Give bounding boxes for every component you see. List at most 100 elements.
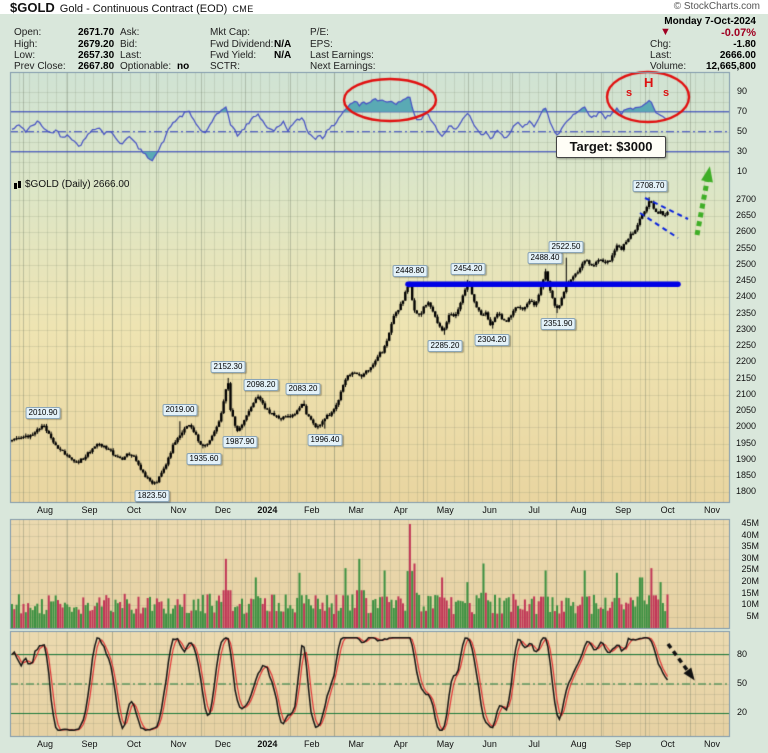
price-axis-tick: 1950 xyxy=(736,437,757,448)
volume-axis-tick: 15M xyxy=(741,587,759,598)
month-label: Oct xyxy=(660,505,675,515)
price-axis-tick: 2350 xyxy=(736,307,757,318)
month-label: Mar xyxy=(348,739,365,749)
stat-value: 2666.00 xyxy=(719,50,756,61)
volume-axis-tick: 30M xyxy=(741,552,759,563)
price-axis-tick: 1900 xyxy=(736,453,757,464)
stat-label: Chg: xyxy=(650,39,672,50)
month-label: May xyxy=(436,505,454,515)
quote-field-label: Last Earnings: xyxy=(310,50,374,61)
month-label: Oct xyxy=(126,739,141,749)
price-axis-tick: 2650 xyxy=(736,210,757,221)
month-label: Jun xyxy=(482,739,497,749)
price-panel-title: $GOLD (Daily) 2666.00 xyxy=(13,179,130,190)
quote-field-value: 2657.30 xyxy=(78,50,115,61)
quote-field-label: Next Earnings: xyxy=(310,61,376,72)
month-label: Nov xyxy=(704,739,721,749)
month-label: Nov xyxy=(704,505,721,515)
price-callout: 1987.90 xyxy=(222,436,258,449)
month-label: Sep xyxy=(81,739,98,749)
price-callout: 1935.60 xyxy=(186,453,222,466)
volume-axis-tick: 20M xyxy=(741,576,759,587)
price-axis-tick: 2150 xyxy=(736,372,757,383)
quote-field-label: Ask: xyxy=(120,27,140,38)
volume-axis-tick: 5M xyxy=(746,610,759,621)
rsi-axis-tick: 10 xyxy=(737,165,748,176)
month-label: Nov xyxy=(170,505,187,515)
quote-field-label: P/E: xyxy=(310,27,329,38)
target-annotation: Target: $3000 xyxy=(556,136,666,158)
price-axis-tick: 2250 xyxy=(736,340,757,351)
month-label: Sep xyxy=(81,505,98,515)
rsi-axis-tick: 30 xyxy=(737,145,748,156)
stat-label: Volume: xyxy=(650,61,687,72)
month-label: Dec xyxy=(214,739,231,749)
quote-field-label: Last: xyxy=(120,50,142,61)
stoch-axis-tick: 80 xyxy=(737,648,748,659)
left-shoulder-label: s xyxy=(626,87,633,99)
month-label: May xyxy=(436,739,454,749)
price-callout: 1996.40 xyxy=(307,433,343,446)
quote-field-value: N/A xyxy=(274,39,292,50)
month-label: Apr xyxy=(393,739,408,749)
rsi-axis-tick: 50 xyxy=(737,125,748,136)
price-callout: 2152.30 xyxy=(210,360,246,373)
stoch-axis-tick: 20 xyxy=(737,707,748,718)
stat-value: 12,665,800 xyxy=(705,61,756,72)
quote-field-label: Prev Close: xyxy=(14,61,66,72)
volume-axis-tick: 10M xyxy=(741,599,759,610)
price-callout: 2285.20 xyxy=(427,339,463,352)
month-label: Aug xyxy=(570,739,587,749)
right-shoulder-label: s xyxy=(663,87,670,99)
price-axis-tick: 2200 xyxy=(736,356,757,367)
price-panel-title-text: $GOLD (Daily) 2666.00 xyxy=(25,179,130,190)
price-callout: 2019.00 xyxy=(162,404,198,417)
candlestick-icon xyxy=(14,180,21,189)
quote-field-label: High: xyxy=(14,39,38,50)
price-axis-tick: 2100 xyxy=(736,388,757,399)
month-label: Jul xyxy=(528,505,540,515)
month-label: Dec xyxy=(214,505,231,515)
price-axis-tick: 2550 xyxy=(736,242,757,253)
price-axis-tick: 2300 xyxy=(736,323,757,334)
rsi-axis-tick: 70 xyxy=(737,105,748,116)
quote-field-value: 2671.70 xyxy=(78,27,115,38)
volume-axis-tick: 40M xyxy=(741,529,759,540)
quote-field-label: Bid: xyxy=(120,39,138,50)
price-callout: 2448.80 xyxy=(392,264,428,277)
price-callout: 2010.90 xyxy=(25,406,61,419)
price-axis-tick: 2000 xyxy=(736,421,757,432)
price-callout: 2454.20 xyxy=(450,262,486,275)
price-callout: 2522.50 xyxy=(548,240,584,253)
price-axis-tick: 2050 xyxy=(736,405,757,416)
stat-label: Last: xyxy=(650,50,672,61)
price-axis-tick: 2450 xyxy=(736,275,757,286)
quote-field-label: Fwd Dividend: xyxy=(210,39,274,50)
volume-axis-tick: 45M xyxy=(741,517,759,528)
volume-axis-tick: 35M xyxy=(741,541,759,552)
rsi-axis-tick: 90 xyxy=(737,85,748,96)
month-label: 2024 xyxy=(257,505,278,515)
price-callout: 2083.20 xyxy=(285,383,321,396)
price-callout: 2351.90 xyxy=(540,318,576,331)
month-label: 2024 xyxy=(257,739,278,749)
quote-field-label: Fwd Yield: xyxy=(210,50,257,61)
price-callout: 1823.50 xyxy=(134,489,170,502)
price-callout: 2098.20 xyxy=(243,378,279,391)
month-label: Jul xyxy=(528,739,540,749)
month-label: Aug xyxy=(36,505,54,515)
quote-field-value: 2679.20 xyxy=(78,39,115,50)
quote-field-label: EPS: xyxy=(310,39,333,50)
stoch-axis-tick: 50 xyxy=(737,678,748,688)
price-axis-tick: 1850 xyxy=(736,470,757,481)
month-label: Oct xyxy=(660,739,675,749)
quote-field-label: Mkt Cap: xyxy=(210,27,251,38)
quote-field-value: 2667.80 xyxy=(78,61,115,72)
quote-field-label: SCTR: xyxy=(210,61,240,72)
quote-field-label: Open: xyxy=(14,27,42,38)
price-axis-tick: 2700 xyxy=(736,194,757,204)
month-label: Aug xyxy=(570,505,587,515)
stat-value: -1.80 xyxy=(733,39,756,50)
price-callout: 2708.70 xyxy=(632,180,668,193)
